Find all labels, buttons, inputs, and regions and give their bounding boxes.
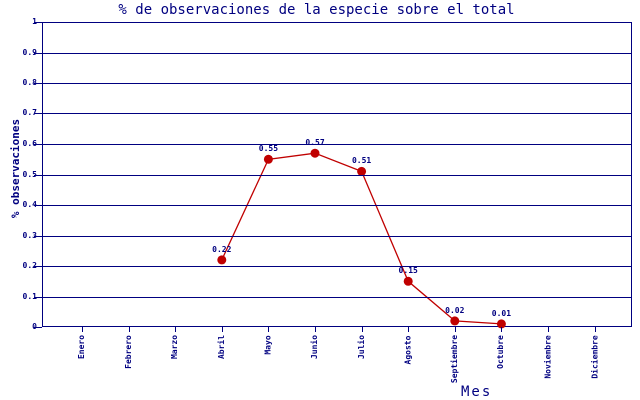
y-tick-label: 0.3 bbox=[22, 231, 37, 240]
x-tick-label: Marzo bbox=[170, 334, 180, 360]
y-axis-tick bbox=[34, 327, 42, 328]
x-tick-label: Junio bbox=[310, 334, 320, 360]
y-tick-label: 0 bbox=[32, 322, 37, 331]
y-tick-label: 0.6 bbox=[22, 139, 37, 148]
x-axis-tick bbox=[129, 327, 130, 332]
x-tick-label: Diciembre bbox=[590, 334, 600, 379]
x-tick-label: Abril bbox=[217, 334, 227, 360]
y-tick-label: 1 bbox=[32, 17, 37, 26]
y-axis-tick bbox=[34, 236, 42, 237]
x-tick-label: Noviembre bbox=[543, 334, 553, 379]
x-axis-tick bbox=[501, 327, 502, 332]
x-tick-label: Mayo bbox=[263, 334, 273, 355]
chart-title: % de observaciones de la especie sobre e… bbox=[118, 2, 515, 18]
x-axis-tick bbox=[268, 327, 269, 332]
y-tick-label: 0.2 bbox=[22, 261, 37, 270]
x-axis-tick bbox=[595, 327, 596, 332]
x-tick-label: Octubre bbox=[495, 335, 505, 369]
y-axis-tick bbox=[34, 22, 42, 23]
x-tick-label: Agosto bbox=[402, 335, 412, 364]
y-tick-label: 0.5 bbox=[22, 170, 37, 179]
x-tick-label: Febrero bbox=[123, 335, 133, 369]
x-tick-label: Septiembre bbox=[450, 334, 460, 384]
x-axis-tick bbox=[175, 327, 176, 332]
x-axis-tick bbox=[455, 327, 456, 332]
y-axis-tick bbox=[34, 144, 42, 145]
horizontal-gridline bbox=[42, 236, 632, 237]
y-axis-tick bbox=[34, 113, 42, 114]
y-tick-label: 0.4 bbox=[22, 200, 37, 209]
point-value-label: 0.55 bbox=[258, 144, 279, 154]
y-axis-tick bbox=[34, 205, 42, 206]
x-axis-tick bbox=[408, 327, 409, 332]
point-value-label: 0.22 bbox=[212, 244, 232, 254]
point-value-label: 0.02 bbox=[445, 305, 465, 315]
y-axis-tick bbox=[34, 266, 42, 267]
y-tick-label: 0.1 bbox=[22, 292, 37, 301]
x-tick-label: Julio bbox=[357, 334, 367, 360]
point-value-label: 0.57 bbox=[305, 138, 325, 148]
horizontal-gridline bbox=[42, 266, 632, 267]
x-axis-tick bbox=[82, 327, 83, 332]
y-tick-label: 0.7 bbox=[22, 108, 37, 117]
y-axis-tick bbox=[34, 83, 42, 84]
x-axis-tick bbox=[362, 327, 363, 332]
y-tick-label: 0.8 bbox=[22, 78, 37, 87]
y-tick-label: 0.9 bbox=[22, 48, 37, 57]
y-axis-tick bbox=[34, 53, 42, 54]
point-value-label: 0.51 bbox=[351, 156, 372, 166]
y-axis-tick bbox=[34, 297, 42, 298]
horizontal-gridline bbox=[42, 205, 632, 206]
x-axis-label: Mes bbox=[461, 384, 493, 400]
horizontal-gridline bbox=[42, 175, 632, 176]
horizontal-gridline bbox=[42, 113, 632, 114]
x-axis-tick bbox=[548, 327, 549, 332]
point-value-label: 0.01 bbox=[491, 308, 512, 318]
horizontal-gridline bbox=[42, 144, 632, 145]
x-tick-label: Enero bbox=[77, 334, 87, 360]
point-value-label: 0.15 bbox=[398, 266, 418, 276]
horizontal-gridline bbox=[42, 53, 632, 54]
x-axis-tick bbox=[222, 327, 223, 332]
x-axis-tick bbox=[315, 327, 316, 332]
horizontal-gridline bbox=[42, 83, 632, 84]
horizontal-gridline bbox=[42, 297, 632, 298]
y-axis-tick bbox=[34, 175, 42, 176]
